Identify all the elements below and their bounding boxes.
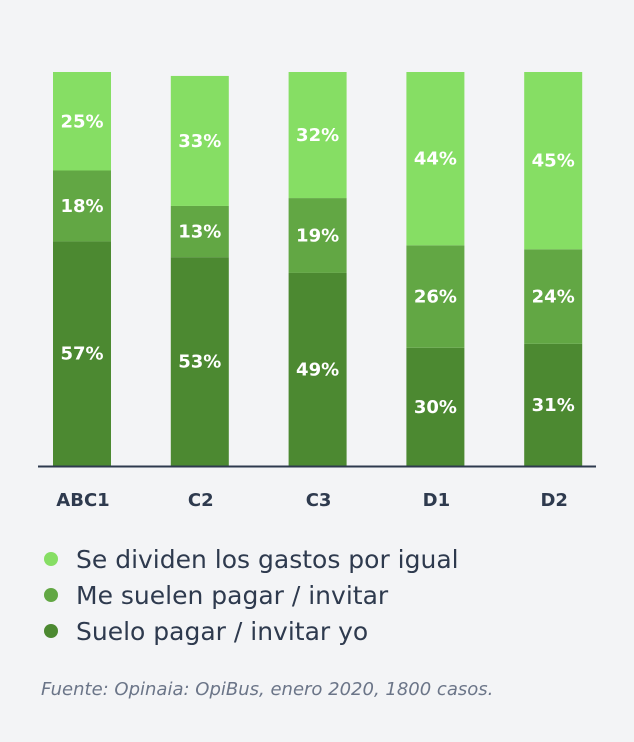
legend-label: Me suelen pagar / invitar bbox=[76, 580, 389, 610]
data-label: 57% bbox=[60, 344, 103, 365]
bar-segment-c3-series-0 bbox=[288, 272, 347, 466]
bar-segment-d2-series-1 bbox=[524, 249, 583, 344]
legend-dot-icon bbox=[44, 624, 58, 638]
x-tick-label: C3 bbox=[306, 490, 332, 511]
legend-label: Suelo pagar / invitar yo bbox=[76, 616, 369, 646]
bar-segment-abc1-series-0 bbox=[53, 241, 111, 466]
bar-segment-d1-series-1 bbox=[406, 245, 465, 348]
data-label: 32% bbox=[296, 125, 339, 146]
bar-segment-d2-series-0 bbox=[524, 343, 583, 466]
data-label: 49% bbox=[296, 359, 339, 380]
legend-dot-icon bbox=[44, 588, 58, 602]
bar-segment-abc1-series-1 bbox=[53, 170, 111, 242]
bar-segment-d1-series-0 bbox=[406, 347, 465, 466]
bar-segment-c2-series-1 bbox=[170, 205, 229, 258]
data-label: 44% bbox=[414, 149, 457, 170]
data-label: 53% bbox=[178, 352, 221, 373]
bar-segment-c2-series-0 bbox=[170, 257, 229, 466]
legend-label: Se dividen los gastos por igual bbox=[76, 544, 459, 574]
data-label: 24% bbox=[532, 287, 575, 308]
data-label: 18% bbox=[60, 196, 103, 217]
legend-dot-icon bbox=[44, 552, 58, 566]
legend-item: Se dividen los gastos por igual bbox=[44, 541, 459, 577]
data-label: 33% bbox=[178, 131, 221, 152]
stacked-bar-chart: 57% 18% 25% ABC1 53% 13% 33% C2 49% 19% 32% C3 30% 26… bbox=[38, 72, 596, 511]
x-tick-label: D2 bbox=[540, 490, 567, 511]
legend-item: Suelo pagar / invitar yo bbox=[44, 613, 459, 649]
legend-item: Me suelen pagar / invitar bbox=[44, 577, 459, 613]
chart-legend: Se dividen los gastos por igual Me suelen… bbox=[44, 541, 459, 649]
data-label: 25% bbox=[60, 111, 103, 132]
x-tick-label: D1 bbox=[423, 490, 450, 511]
data-label: 30% bbox=[414, 397, 457, 418]
x-tick-label: C2 bbox=[188, 490, 214, 511]
bar-segment-c3-series-1 bbox=[288, 198, 347, 273]
data-label: 19% bbox=[296, 226, 339, 247]
source-note: Fuente: Opinaia: OpiBus, enero 2020, 180… bbox=[41, 679, 494, 700]
bar-segment-c3-series-2 bbox=[288, 72, 347, 199]
bar-segment-c2-series-2 bbox=[170, 75, 229, 206]
bar-segment-d2-series-2 bbox=[524, 72, 583, 250]
bar-segment-abc1-series-2 bbox=[53, 72, 111, 171]
bar-segment-d1-series-2 bbox=[406, 72, 465, 246]
data-label: 45% bbox=[532, 151, 575, 172]
data-label: 13% bbox=[178, 222, 221, 243]
data-label: 26% bbox=[414, 287, 457, 308]
x-tick-label: ABC1 bbox=[56, 490, 109, 511]
data-label: 31% bbox=[532, 395, 575, 416]
